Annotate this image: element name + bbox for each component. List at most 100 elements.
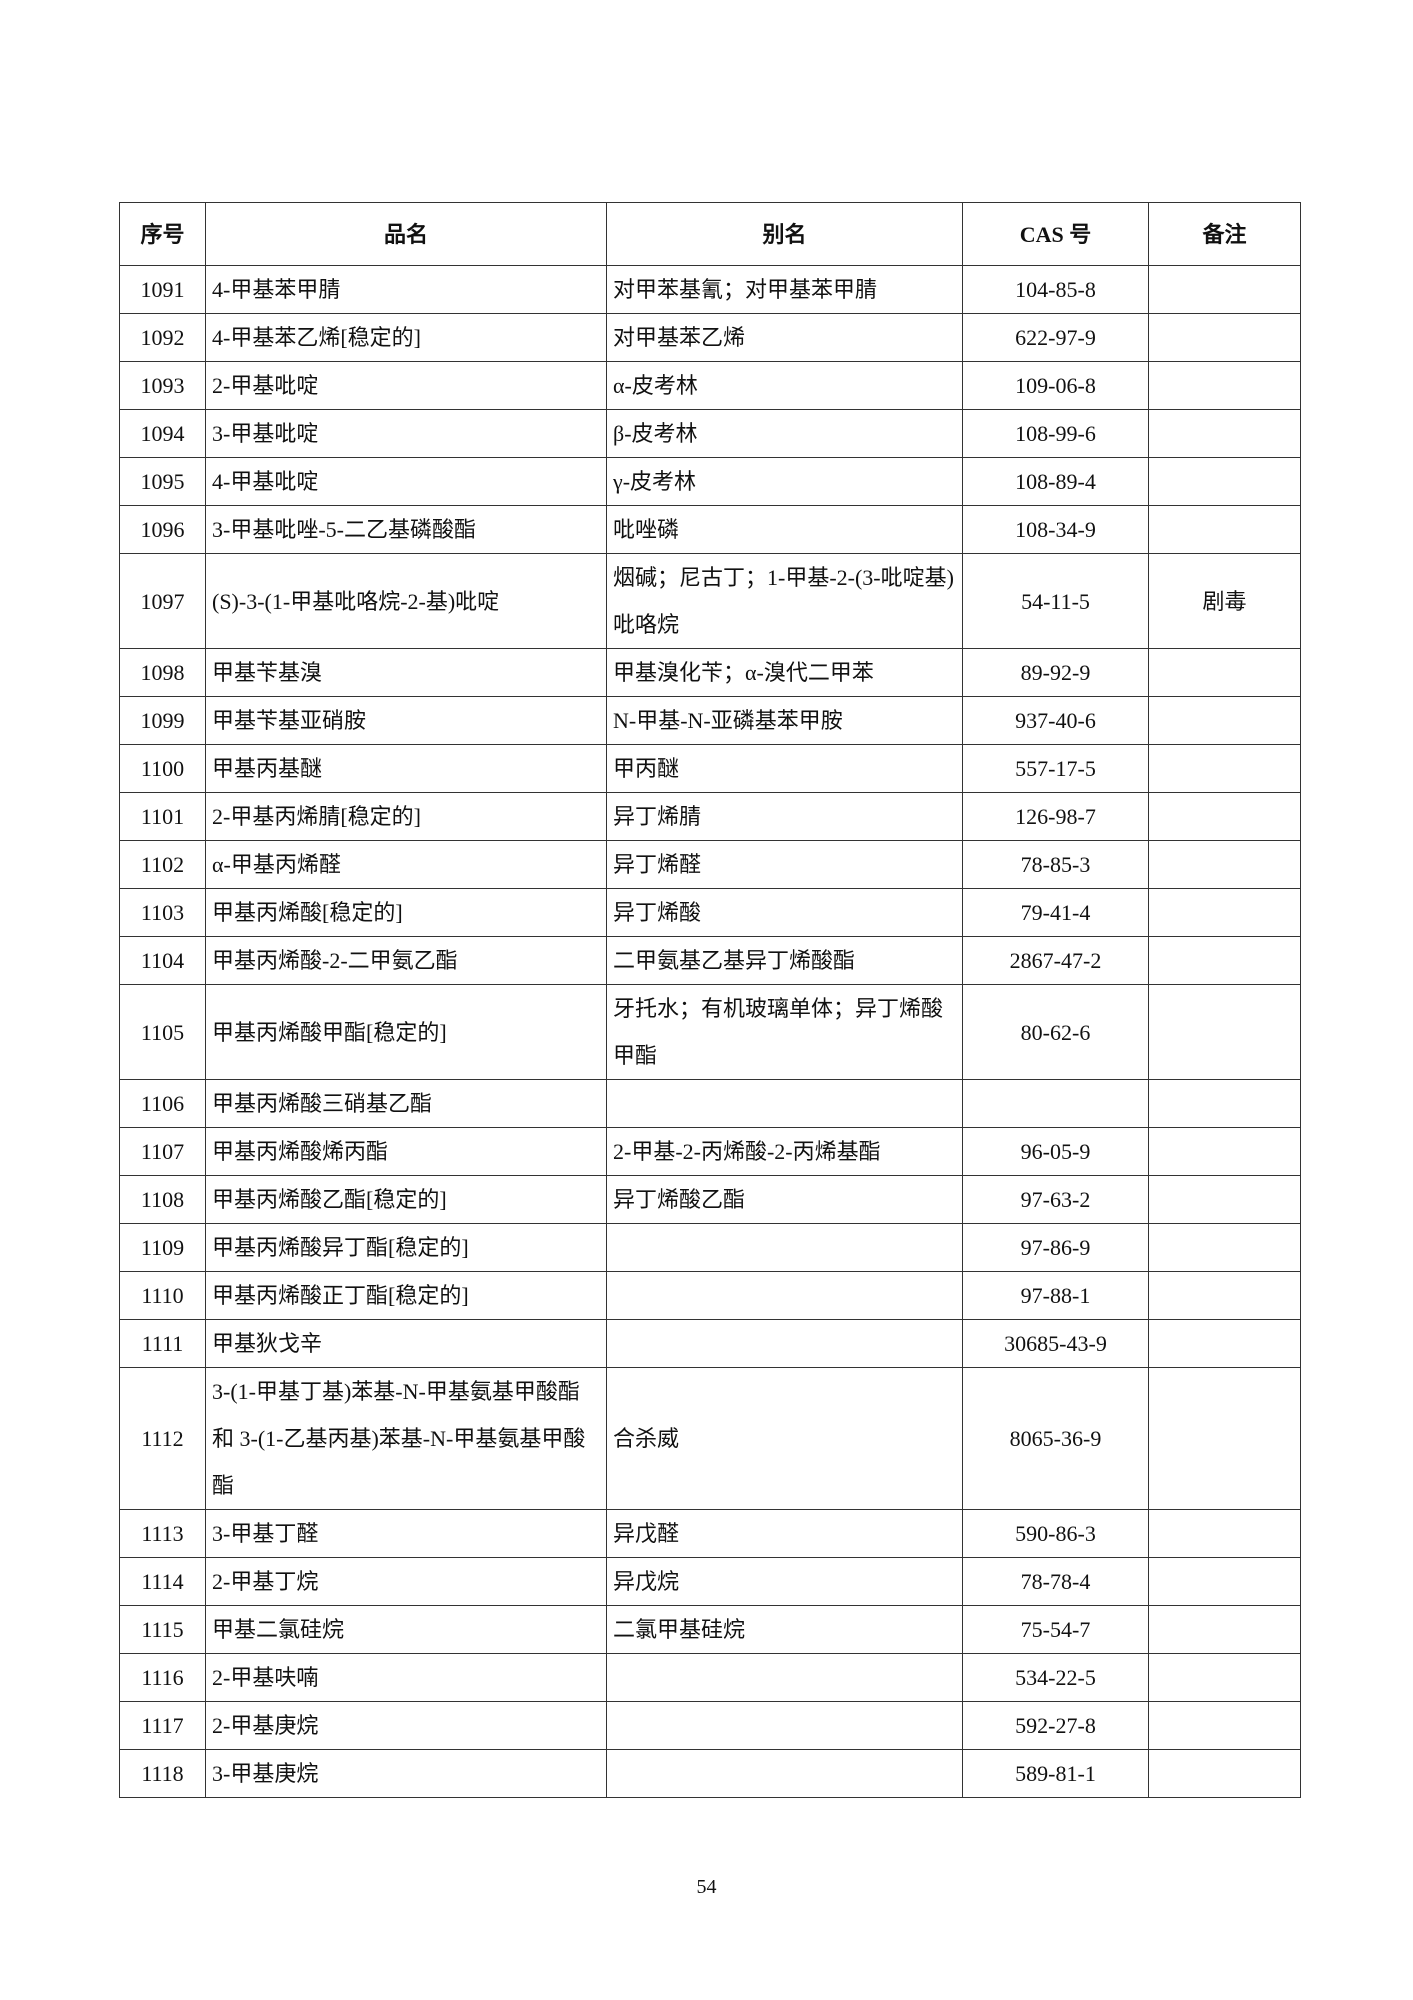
note-cell <box>1148 744 1301 793</box>
alias-cell: 牙托水；有机玻璃单体；异丁烯酸甲酯 <box>606 984 963 1080</box>
name-cell: 甲基丙烯酸烯丙酯 <box>205 1127 607 1176</box>
cas-cell: 79-41-4 <box>962 888 1149 937</box>
note-cell <box>1148 1319 1301 1368</box>
alias-cell: 异戊醛 <box>606 1509 963 1558</box>
name-cell: 甲基丙烯酸-2-二甲氨乙酯 <box>205 936 607 985</box>
note-cell <box>1148 265 1301 314</box>
seq-cell: 1111 <box>119 1319 206 1368</box>
table-row: 1109 甲基丙烯酸异丁酯[稳定的] 97-86-9 <box>119 1223 1301 1272</box>
cas-cell: 104-85-8 <box>962 265 1149 314</box>
cas-cell: 8065-36-9 <box>962 1367 1149 1510</box>
table-row: 1115 甲基二氯硅烷 二氯甲基硅烷 75-54-7 <box>119 1605 1301 1654</box>
alias-cell: 对甲基苯乙烯 <box>606 313 963 362</box>
seq-cell: 1103 <box>119 888 206 937</box>
seq-cell: 1100 <box>119 744 206 793</box>
seq-cell: 1099 <box>119 696 206 745</box>
name-cell: 甲基丙烯酸正丁酯[稳定的] <box>205 1271 607 1320</box>
table-row: 1101 2-甲基丙烯腈[稳定的] 异丁烯腈 126-98-7 <box>119 792 1301 841</box>
seq-cell: 1096 <box>119 505 206 554</box>
table-row: 1103 甲基丙烯酸[稳定的] 异丁烯酸 79-41-4 <box>119 888 1301 937</box>
alias-cell: 甲基溴化苄；α-溴代二甲苯 <box>606 648 963 697</box>
seq-cell: 1113 <box>119 1509 206 1558</box>
cas-cell: 80-62-6 <box>962 984 1149 1080</box>
note-cell <box>1148 936 1301 985</box>
name-cell: 2-甲基丁烷 <box>205 1557 607 1606</box>
note-cell <box>1148 1271 1301 1320</box>
table-row: 1105 甲基丙烯酸甲酯[稳定的] 牙托水；有机玻璃单体；异丁烯酸甲酯 80-62-6 <box>119 984 1301 1080</box>
alias-cell: γ-皮考林 <box>606 457 963 506</box>
alias-cell: α-皮考林 <box>606 361 963 410</box>
cas-cell: 97-63-2 <box>962 1175 1149 1224</box>
table-row: 1093 2-甲基吡啶 α-皮考林 109-06-8 <box>119 361 1301 410</box>
note-cell <box>1148 1653 1301 1702</box>
name-cell: 甲基丙基醚 <box>205 744 607 793</box>
alias-cell: 二甲氨基乙基异丁烯酸酯 <box>606 936 963 985</box>
table-row: 1091 4-甲基苯甲腈 对甲苯基氰；对甲基苯甲腈 104-85-8 <box>119 265 1301 314</box>
alias-cell: 异丁烯酸 <box>606 888 963 937</box>
seq-cell: 1095 <box>119 457 206 506</box>
cas-cell <box>962 1079 1149 1128</box>
seq-cell: 1108 <box>119 1175 206 1224</box>
name-cell: 3-(1-甲基丁基)苯基-N-甲基氨基甲酸酯 和 3-(1-乙基丙基)苯基-N-… <box>205 1367 607 1510</box>
cas-cell: 78-85-3 <box>962 840 1149 889</box>
name-cell: 甲基丙烯酸异丁酯[稳定的] <box>205 1223 607 1272</box>
seq-cell: 1110 <box>119 1271 206 1320</box>
cas-cell: 534-22-5 <box>962 1653 1149 1702</box>
alias-cell <box>606 1701 963 1750</box>
alias-cell <box>606 1749 963 1798</box>
seq-cell: 1114 <box>119 1557 206 1606</box>
cas-cell: 108-99-6 <box>962 409 1149 458</box>
alias-cell: 吡唑磷 <box>606 505 963 554</box>
alias-cell: 异丁烯醛 <box>606 840 963 889</box>
table-row: 1102 α-甲基丙烯醛 异丁烯醛 78-85-3 <box>119 840 1301 889</box>
table-row: 1099 甲基苄基亚硝胺 N-甲基-N-亚磷基苯甲胺 937-40-6 <box>119 696 1301 745</box>
alias-cell: 对甲苯基氰；对甲基苯甲腈 <box>606 265 963 314</box>
name-cell: 2-甲基庚烷 <box>205 1701 607 1750</box>
note-cell <box>1148 792 1301 841</box>
seq-cell: 1098 <box>119 648 206 697</box>
cas-cell: 89-92-9 <box>962 648 1149 697</box>
name-cell: 甲基丙烯酸三硝基乙酯 <box>205 1079 607 1128</box>
note-cell <box>1148 505 1301 554</box>
alias-cell: N-甲基-N-亚磷基苯甲胺 <box>606 696 963 745</box>
page-number: 54 <box>696 1876 717 1898</box>
note-cell <box>1148 888 1301 937</box>
cas-cell: 589-81-1 <box>962 1749 1149 1798</box>
seq-cell: 1107 <box>119 1127 206 1176</box>
header-seq: 序号 <box>119 202 206 266</box>
cas-cell: 75-54-7 <box>962 1605 1149 1654</box>
seq-cell: 1115 <box>119 1605 206 1654</box>
alias-cell: β-皮考林 <box>606 409 963 458</box>
note-cell <box>1148 1701 1301 1750</box>
note-cell <box>1148 1127 1301 1176</box>
name-cell: 4-甲基苯甲腈 <box>205 265 607 314</box>
name-cell: 3-甲基庚烷 <box>205 1749 607 1798</box>
name-cell: 甲基苄基亚硝胺 <box>205 696 607 745</box>
note-cell <box>1148 1749 1301 1798</box>
alias-cell: 2-甲基-2-丙烯酸-2-丙烯基酯 <box>606 1127 963 1176</box>
name-cell: 2-甲基呋喃 <box>205 1653 607 1702</box>
name-cell: 3-甲基吡啶 <box>205 409 607 458</box>
table-row: 1106 甲基丙烯酸三硝基乙酯 <box>119 1079 1301 1128</box>
seq-cell: 1112 <box>119 1367 206 1510</box>
seq-cell: 1092 <box>119 313 206 362</box>
alias-cell <box>606 1079 963 1128</box>
note-cell <box>1148 409 1301 458</box>
note-cell <box>1148 1175 1301 1224</box>
cas-cell: 97-86-9 <box>962 1223 1149 1272</box>
cas-cell: 2867-47-2 <box>962 936 1149 985</box>
table-header-row: 序号 品名 别名 CAS 号 备注 <box>119 202 1301 266</box>
header-note: 备注 <box>1148 202 1301 266</box>
table-row: 1100 甲基丙基醚 甲丙醚 557-17-5 <box>119 744 1301 793</box>
table-row: 1107 甲基丙烯酸烯丙酯 2-甲基-2-丙烯酸-2-丙烯基酯 96-05-9 <box>119 1127 1301 1176</box>
note-cell <box>1148 984 1301 1080</box>
name-cell: 2-甲基吡啶 <box>205 361 607 410</box>
alias-cell: 合杀威 <box>606 1367 963 1510</box>
alias-cell: 异丁烯腈 <box>606 792 963 841</box>
cas-cell: 78-78-4 <box>962 1557 1149 1606</box>
table-row: 1108 甲基丙烯酸乙酯[稳定的] 异丁烯酸乙酯 97-63-2 <box>119 1175 1301 1224</box>
note-cell <box>1148 1079 1301 1128</box>
note-cell <box>1148 1367 1301 1510</box>
note-cell <box>1148 361 1301 410</box>
table-row: 1111 甲基狄戈辛 30685-43-9 <box>119 1319 1301 1368</box>
